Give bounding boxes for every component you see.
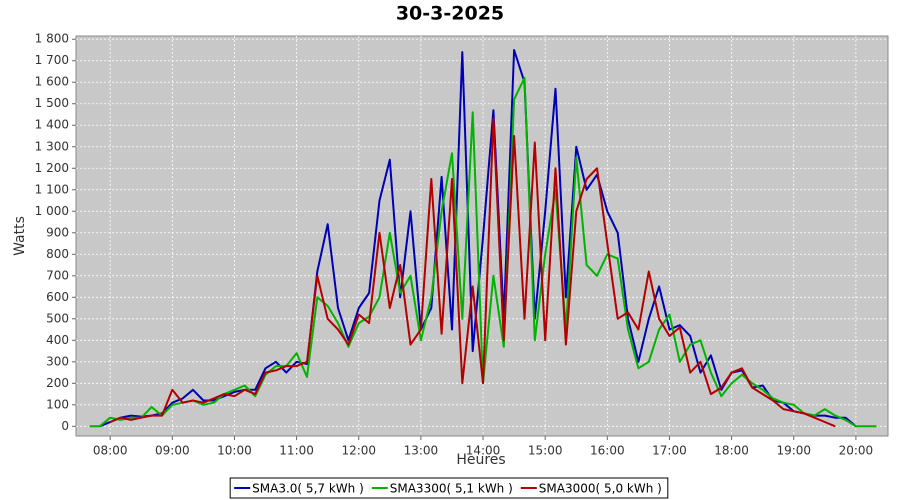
y-tick-label: 500: [46, 311, 69, 325]
x-tick-label: 09:00: [155, 444, 190, 458]
legend-label: SMA3.0( 5,7 kWh ): [252, 482, 364, 496]
x-tick-label: 16:00: [590, 444, 625, 458]
y-tick-label: 900: [46, 225, 69, 239]
y-axis-label: Watts: [12, 216, 28, 256]
x-tick-label: 11:00: [279, 444, 314, 458]
y-tick-label: 300: [46, 354, 69, 368]
x-tick-label: 17:00: [652, 444, 687, 458]
y-tick-label: 1 100: [35, 182, 69, 196]
legend-label: SMA3300( 5,1 kWh ): [390, 482, 513, 496]
x-tick-label: 08:00: [93, 444, 128, 458]
y-tick-label: 600: [46, 290, 69, 304]
x-tick-label: 13:00: [404, 444, 439, 458]
y-tick-label: 1 500: [35, 96, 69, 110]
x-tick-label: 20:00: [839, 444, 874, 458]
x-tick-label: 19:00: [776, 444, 811, 458]
y-tick-label: 1 000: [35, 204, 69, 218]
y-tick-label: 100: [46, 397, 69, 411]
x-tick-label: 18:00: [714, 444, 749, 458]
x-axis-label: Heures: [456, 452, 505, 468]
y-tick-label: 400: [46, 333, 69, 347]
x-tick-label: 10:00: [217, 444, 252, 458]
y-tick-label: 1 200: [35, 161, 69, 175]
y-tick-label: 1 700: [35, 53, 69, 67]
legend-label: SMA3000( 5,0 kWh ): [539, 482, 662, 496]
chart-title: 30-3-2025: [396, 3, 504, 25]
x-tick-label: 15:00: [528, 444, 563, 458]
legend: SMA3.0( 5,7 kWh ) SMA3300( 5,1 kWh ) SMA30…: [229, 477, 669, 499]
y-tick-label: 1 400: [35, 118, 69, 132]
y-tick-label: 1 600: [35, 75, 69, 89]
y-tick-label: 200: [46, 376, 69, 390]
y-tick-label: 1 800: [35, 32, 69, 46]
x-tick-label: 12:00: [341, 444, 376, 458]
series-line: [109, 117, 836, 428]
legend-box: [229, 477, 669, 499]
y-tick-label: 700: [46, 268, 69, 282]
y-tick-label: 0: [61, 419, 69, 433]
y-tick-label: 800: [46, 247, 69, 261]
y-tick-label: 1 300: [35, 139, 69, 153]
x-tick-label: 14:00: [466, 444, 501, 458]
